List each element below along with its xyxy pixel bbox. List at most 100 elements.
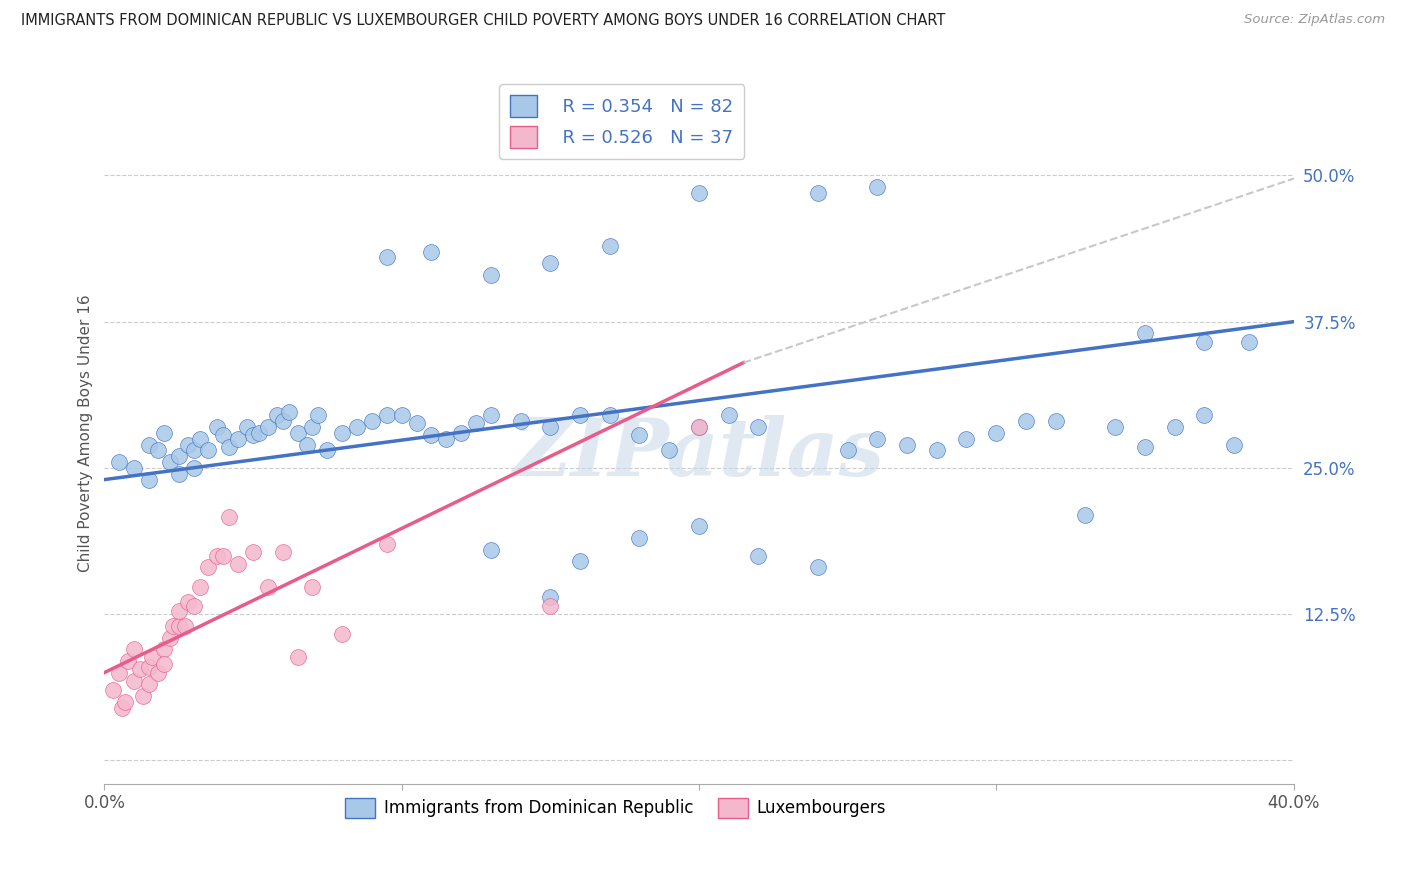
Point bbox=[287, 425, 309, 440]
Point bbox=[257, 420, 280, 434]
Point bbox=[1194, 409, 1216, 423]
Point bbox=[479, 542, 502, 557]
Point bbox=[103, 683, 125, 698]
Point bbox=[153, 642, 176, 657]
Point bbox=[242, 428, 264, 442]
Point bbox=[717, 409, 740, 423]
Point bbox=[167, 619, 190, 633]
Point bbox=[1223, 437, 1246, 451]
Point bbox=[688, 186, 710, 200]
Point bbox=[159, 631, 181, 645]
Point bbox=[1015, 414, 1038, 428]
Point bbox=[226, 557, 249, 571]
Text: IMMIGRANTS FROM DOMINICAN REPUBLIC VS LUXEMBOURGER CHILD POVERTY AMONG BOYS UNDE: IMMIGRANTS FROM DOMINICAN REPUBLIC VS LU… bbox=[21, 13, 945, 29]
Point bbox=[295, 437, 318, 451]
Point bbox=[747, 549, 769, 563]
Point bbox=[167, 604, 190, 618]
Point bbox=[375, 537, 398, 551]
Point bbox=[1045, 414, 1067, 428]
Point bbox=[1133, 440, 1156, 454]
Point bbox=[1074, 508, 1097, 522]
Point bbox=[599, 238, 621, 252]
Point bbox=[183, 443, 205, 458]
Point bbox=[569, 554, 592, 568]
Point bbox=[218, 440, 240, 454]
Point bbox=[1194, 334, 1216, 349]
Point bbox=[538, 599, 561, 613]
Point bbox=[330, 627, 353, 641]
Point bbox=[330, 425, 353, 440]
Point bbox=[465, 417, 488, 431]
Point bbox=[307, 409, 329, 423]
Point bbox=[628, 428, 651, 442]
Point bbox=[153, 657, 176, 672]
Point bbox=[122, 673, 145, 688]
Point bbox=[146, 443, 169, 458]
Point bbox=[111, 700, 134, 714]
Point bbox=[450, 425, 472, 440]
Point bbox=[688, 519, 710, 533]
Point bbox=[108, 665, 131, 680]
Point bbox=[301, 580, 323, 594]
Point bbox=[271, 414, 294, 428]
Point bbox=[257, 580, 280, 594]
Point bbox=[129, 662, 152, 676]
Point bbox=[108, 455, 131, 469]
Point bbox=[271, 545, 294, 559]
Point bbox=[226, 432, 249, 446]
Legend: Immigrants from Dominican Republic, Luxembourgers: Immigrants from Dominican Republic, Luxe… bbox=[339, 791, 893, 824]
Point bbox=[658, 443, 681, 458]
Point bbox=[218, 510, 240, 524]
Point bbox=[138, 677, 160, 691]
Point bbox=[212, 428, 235, 442]
Point bbox=[866, 432, 889, 446]
Point bbox=[287, 650, 309, 665]
Point bbox=[266, 409, 288, 423]
Point bbox=[114, 695, 136, 709]
Point bbox=[375, 251, 398, 265]
Point bbox=[167, 449, 190, 463]
Point bbox=[197, 443, 219, 458]
Point bbox=[197, 560, 219, 574]
Point bbox=[346, 420, 368, 434]
Point bbox=[807, 560, 830, 574]
Point bbox=[420, 244, 443, 259]
Point bbox=[509, 414, 531, 428]
Point bbox=[405, 417, 427, 431]
Point bbox=[212, 549, 235, 563]
Point bbox=[277, 405, 299, 419]
Point bbox=[747, 420, 769, 434]
Point bbox=[986, 425, 1008, 440]
Point bbox=[538, 590, 561, 604]
Point bbox=[141, 650, 163, 665]
Point bbox=[434, 432, 457, 446]
Point bbox=[316, 443, 339, 458]
Text: Source: ZipAtlas.com: Source: ZipAtlas.com bbox=[1244, 13, 1385, 27]
Point bbox=[183, 599, 205, 613]
Point bbox=[207, 549, 229, 563]
Y-axis label: Child Poverty Among Boys Under 16: Child Poverty Among Boys Under 16 bbox=[79, 294, 93, 572]
Point bbox=[688, 420, 710, 434]
Point bbox=[375, 409, 398, 423]
Point bbox=[807, 186, 830, 200]
Point bbox=[420, 428, 443, 442]
Point bbox=[479, 268, 502, 282]
Point bbox=[925, 443, 948, 458]
Point bbox=[896, 437, 918, 451]
Point bbox=[207, 420, 229, 434]
Point bbox=[242, 545, 264, 559]
Point bbox=[1237, 334, 1260, 349]
Point bbox=[569, 409, 592, 423]
Point bbox=[301, 420, 323, 434]
Point bbox=[122, 642, 145, 657]
Point bbox=[236, 420, 259, 434]
Point bbox=[599, 409, 621, 423]
Point bbox=[173, 619, 195, 633]
Point bbox=[866, 180, 889, 194]
Point bbox=[1133, 326, 1156, 341]
Point bbox=[837, 443, 859, 458]
Point bbox=[117, 654, 139, 668]
Point bbox=[153, 425, 176, 440]
Text: ZIPatlas: ZIPatlas bbox=[513, 415, 884, 492]
Point bbox=[122, 461, 145, 475]
